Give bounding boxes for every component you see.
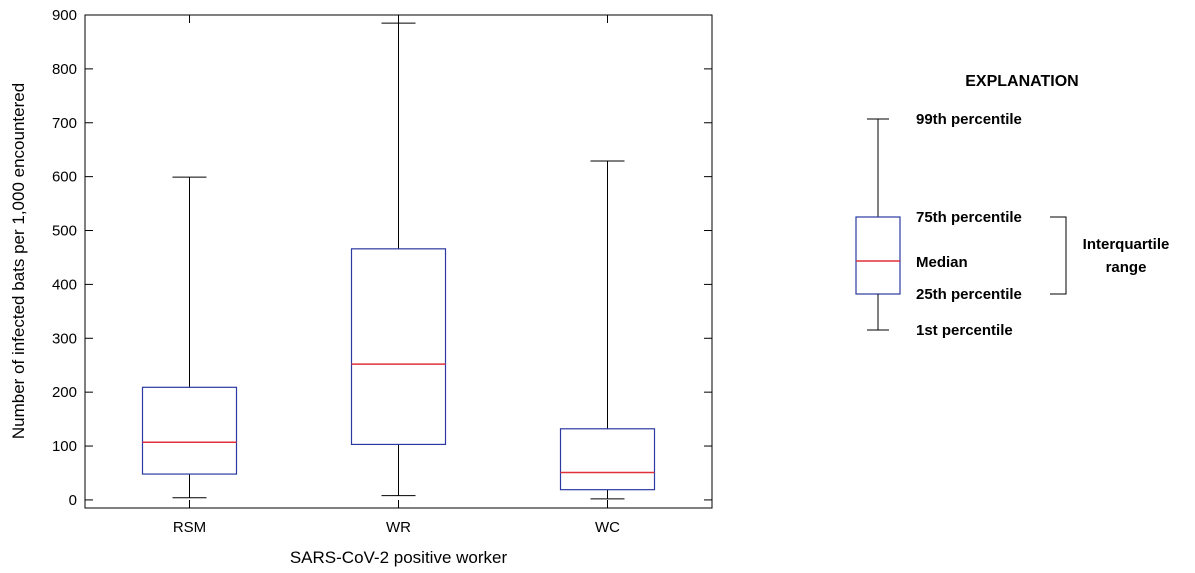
y-tick-label: 500 bbox=[52, 223, 77, 240]
x-axis: RSM WR WC bbox=[173, 15, 620, 536]
x-tick-label: WR bbox=[386, 519, 411, 536]
y-tick-label: 700 bbox=[52, 115, 77, 132]
legend-box bbox=[855, 216, 901, 295]
legend: EXPLANATION 99th percentile 75th percent… bbox=[855, 73, 1170, 339]
box-rsm bbox=[141, 176, 238, 499]
x-axis-title: SARS-CoV-2 positive worker bbox=[290, 548, 508, 567]
y-tick-label: 100 bbox=[52, 438, 77, 455]
iqr-box bbox=[350, 248, 447, 446]
y-axis-title: Number of infected bats per 1,000 encoun… bbox=[9, 83, 28, 439]
legend-label-p1: 1st percentile bbox=[916, 322, 1013, 339]
box-wc bbox=[559, 160, 656, 500]
y-tick-label: 0 bbox=[69, 492, 77, 509]
legend-title: EXPLANATION bbox=[965, 73, 1078, 90]
y-tick-label: 800 bbox=[52, 61, 77, 78]
boxes-group bbox=[141, 22, 656, 500]
y-tick-label: 200 bbox=[52, 384, 77, 401]
legend-iqr-label-line2: range bbox=[1106, 259, 1147, 276]
x-tick-label: RSM bbox=[173, 519, 206, 536]
y-tick-label: 900 bbox=[52, 7, 77, 24]
legend-label-q3: 75th percentile bbox=[916, 209, 1022, 226]
legend-label-q1: 25th percentile bbox=[916, 286, 1022, 303]
legend-iqr-bracket bbox=[1050, 216, 1067, 295]
legend-iqr-label-line1: Interquartile bbox=[1083, 236, 1170, 253]
y-tick-label: 300 bbox=[52, 330, 77, 347]
box-wr bbox=[350, 22, 447, 497]
legend-label-median: Median bbox=[916, 254, 968, 271]
y-axis: 0 100 200 300 400 500 600 700 800 900 bbox=[52, 7, 712, 509]
x-tick-label: WC bbox=[595, 519, 620, 536]
iqr-box bbox=[141, 386, 238, 475]
y-tick-label: 600 bbox=[52, 169, 77, 186]
iqr-box bbox=[559, 428, 656, 491]
y-tick-label: 400 bbox=[52, 276, 77, 293]
legend-label-p99: 99th percentile bbox=[916, 111, 1022, 128]
